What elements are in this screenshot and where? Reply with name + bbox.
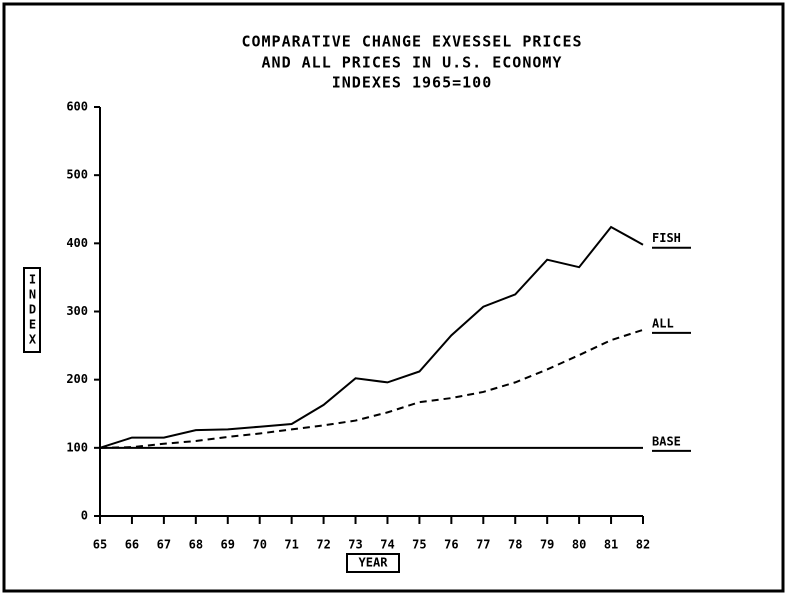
- x-tick-label: 66: [125, 538, 139, 552]
- x-tick-label: 72: [316, 538, 330, 552]
- y-tick-label: 400: [66, 236, 88, 250]
- x-tick-label: 80: [572, 538, 586, 552]
- chart-title: COMPARATIVE CHANGE EXVESSEL PRICES: [241, 33, 582, 51]
- y-tick-label: 600: [66, 100, 88, 114]
- x-tick-label: 65: [93, 538, 107, 552]
- y-label-box: [23, 267, 41, 353]
- y-tick-label: 500: [66, 168, 88, 182]
- x-tick-label: 69: [221, 538, 235, 552]
- x-tick-label: 78: [508, 538, 522, 552]
- y-axis-label: INDEX: [26, 273, 40, 348]
- x-tick-label: 74: [380, 538, 394, 552]
- x-tick-label: 79: [540, 538, 554, 552]
- legend-label: BASE: [652, 434, 681, 448]
- y-tick-label: 200: [66, 372, 88, 386]
- x-tick-label: 82: [636, 538, 650, 552]
- series-line: [99, 225, 644, 449]
- x-tick-label: 77: [476, 538, 490, 552]
- series-line: [99, 328, 644, 449]
- x-tick-label: 67: [157, 538, 171, 552]
- x-tick-label: 68: [189, 538, 203, 552]
- x-label-box: [346, 553, 400, 573]
- x-tick-label: 73: [348, 538, 362, 552]
- x-tick-label: 71: [284, 538, 298, 552]
- x-tick-label: 76: [444, 538, 458, 552]
- y-tick-label: 100: [66, 440, 88, 454]
- legend-label: FISH: [652, 231, 681, 245]
- chart-title: INDEXES 1965=100: [332, 74, 493, 92]
- chart-title: AND ALL PRICES IN U.S. ECONOMY: [262, 54, 563, 72]
- x-tick-label: 75: [412, 538, 426, 552]
- x-tick-label: 70: [252, 538, 266, 552]
- x-tick-label: 81: [604, 538, 618, 552]
- x-axis-label: YEAR: [359, 556, 389, 570]
- y-tick-label: 300: [66, 304, 88, 318]
- y-tick-label: 0: [81, 509, 88, 523]
- legend-label: ALL: [652, 316, 674, 330]
